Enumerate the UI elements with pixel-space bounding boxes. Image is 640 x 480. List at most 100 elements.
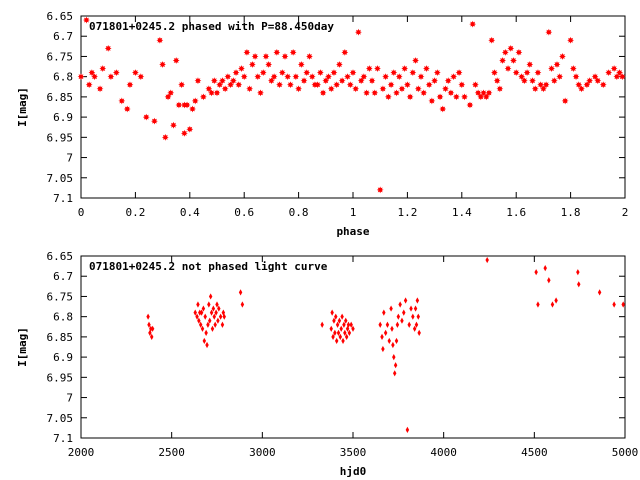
raw-data-point	[193, 309, 197, 316]
phased-data-point	[224, 73, 232, 81]
raw-y-tick-label: 6.65	[47, 250, 74, 263]
raw-data-point	[577, 281, 581, 288]
raw-data-point	[414, 321, 419, 328]
raw-x-tick-label: 3500	[340, 446, 367, 459]
phased-data-point	[420, 89, 428, 97]
phased-data-point	[276, 81, 283, 89]
phased-data-point	[235, 81, 243, 89]
phased-data-point	[523, 69, 531, 77]
phased-data-point	[159, 61, 166, 68]
raw-y-tick-label: 6.95	[47, 371, 74, 384]
phased-data-point	[333, 81, 341, 89]
raw-data-point	[411, 313, 415, 320]
phased-data-point	[232, 69, 240, 77]
phased-data-point	[167, 89, 175, 97]
phased-data-point	[575, 81, 583, 89]
raw-data-point	[217, 305, 221, 312]
phased-data-point	[507, 44, 515, 52]
phased-data-point	[88, 69, 96, 77]
raw-data-point	[417, 329, 421, 336]
raw-data-point	[334, 337, 339, 345]
raw-x-tick-label: 4500	[521, 446, 548, 459]
raw-data-point	[146, 313, 150, 320]
phased-x-tick-label: 2	[622, 206, 629, 219]
phased-data-point	[91, 73, 98, 81]
raw-data-point	[383, 329, 388, 336]
phased-data-point	[423, 65, 430, 72]
phased-data-point	[107, 73, 115, 81]
phased-data-point	[338, 77, 346, 85]
raw-data-point	[416, 313, 421, 320]
raw-data-point	[612, 301, 616, 308]
phased-data-point	[123, 105, 131, 113]
phased-plot-title: 071801+0245.2 phased with P=88.450day	[89, 20, 334, 33]
raw-x-tick-label: 5000	[612, 446, 639, 459]
raw-data-point	[402, 309, 406, 316]
raw-data-point	[213, 321, 217, 328]
phased-data-point	[591, 73, 599, 81]
raw-data-point	[395, 321, 400, 328]
raw-data-point	[554, 297, 558, 304]
phased-data-point	[295, 85, 302, 93]
phased-data-point	[238, 65, 245, 72]
phased-data-point	[550, 77, 558, 85]
raw-data-point	[198, 321, 203, 328]
phased-data-point	[455, 69, 463, 77]
raw-data-point	[215, 301, 219, 308]
raw-data-point	[331, 333, 335, 340]
phased-data-point	[485, 89, 493, 97]
raw-data-point	[387, 337, 391, 345]
phased-data-point	[583, 81, 591, 89]
raw-data-point	[392, 354, 396, 361]
phased-data-point	[191, 97, 199, 105]
phased-data-point	[534, 69, 542, 77]
phased-data-point	[281, 53, 289, 60]
phased-data-point	[246, 85, 254, 93]
raw-y-tick-label: 7	[66, 392, 73, 405]
phased-data-point	[273, 49, 281, 56]
raw-data-point	[342, 321, 346, 328]
raw-data-point	[543, 265, 547, 272]
raw-y-axis-label: I[mag]	[16, 327, 29, 367]
raw-y-tick-label: 7.1	[53, 432, 73, 445]
phased-data-point	[545, 28, 553, 36]
raw-data-point	[390, 325, 394, 332]
raw-data-point	[240, 301, 245, 308]
raw-data-point	[335, 321, 340, 328]
phased-data-point	[170, 121, 177, 129]
phased-data-point	[482, 93, 490, 101]
phased-data-point	[556, 73, 564, 81]
phased-y-tick-label: 6.8	[53, 71, 73, 84]
phased-data-point	[414, 85, 422, 93]
phased-data-point	[616, 69, 623, 77]
phased-data-point	[379, 85, 387, 93]
raw-data-point	[209, 309, 214, 316]
phased-data-point	[99, 65, 107, 72]
raw-data-point	[393, 362, 398, 369]
phased-data-point	[365, 65, 373, 72]
phased-data-point	[404, 81, 411, 89]
raw-data-point	[344, 333, 349, 340]
phased-data-point	[254, 73, 262, 81]
raw-data-point	[214, 309, 218, 316]
phased-data-point	[300, 77, 308, 85]
phased-data-point	[390, 69, 398, 77]
phased-data-point	[289, 49, 297, 56]
raw-y-tick-label: 6.75	[47, 290, 74, 303]
phased-data-point	[278, 69, 286, 77]
raw-x-tick-label: 2500	[158, 446, 185, 459]
phased-data-point	[474, 89, 482, 97]
phased-data-point	[189, 105, 196, 113]
raw-data-point	[341, 337, 345, 345]
phased-y-tick-label: 7.1	[53, 192, 73, 205]
phased-data-point	[472, 81, 479, 89]
raw-x-tick-label: 4000	[430, 446, 457, 459]
phased-data-point	[501, 49, 509, 56]
raw-data-point	[332, 317, 336, 324]
phased-data-point	[599, 81, 607, 89]
phased-data-point	[374, 65, 381, 72]
raw-data-point	[208, 317, 212, 324]
phased-x-tick-label: 0	[78, 206, 85, 219]
phased-data-point	[605, 69, 613, 77]
